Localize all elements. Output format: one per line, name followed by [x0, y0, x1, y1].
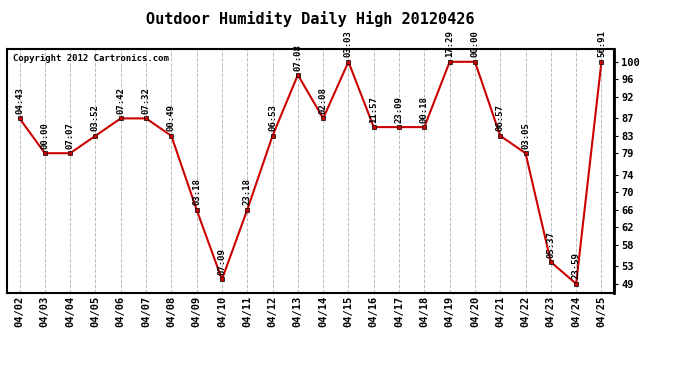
Text: 23:09: 23:09	[395, 96, 404, 123]
Text: Copyright 2012 Cartronics.com: Copyright 2012 Cartronics.com	[13, 54, 169, 63]
Text: 02:08: 02:08	[319, 87, 328, 114]
Text: 00:49: 00:49	[167, 105, 176, 132]
Text: 07:09: 07:09	[217, 248, 226, 275]
Text: 04:43: 04:43	[15, 87, 24, 114]
Text: 06:53: 06:53	[268, 105, 277, 132]
Text: 23:18: 23:18	[243, 178, 252, 206]
Text: 07:07: 07:07	[66, 122, 75, 149]
Text: 23:59: 23:59	[571, 253, 581, 279]
Text: 00:18: 00:18	[420, 96, 429, 123]
Text: 03:52: 03:52	[91, 105, 100, 132]
Text: 05:37: 05:37	[546, 231, 555, 258]
Text: 56:91: 56:91	[597, 31, 606, 57]
Text: 07:42: 07:42	[116, 87, 126, 114]
Text: Outdoor Humidity Daily High 20120426: Outdoor Humidity Daily High 20120426	[146, 11, 475, 27]
Text: 07:08: 07:08	[293, 44, 302, 70]
Text: 00:00: 00:00	[471, 31, 480, 57]
Text: 03:03: 03:03	[344, 31, 353, 57]
Text: 00:00: 00:00	[40, 122, 50, 149]
Text: 06:57: 06:57	[495, 105, 505, 132]
Text: 03:18: 03:18	[192, 178, 201, 206]
Text: 03:05: 03:05	[521, 122, 530, 149]
Text: 07:32: 07:32	[141, 87, 150, 114]
Text: 11:57: 11:57	[369, 96, 378, 123]
Text: 17:29: 17:29	[445, 31, 454, 57]
